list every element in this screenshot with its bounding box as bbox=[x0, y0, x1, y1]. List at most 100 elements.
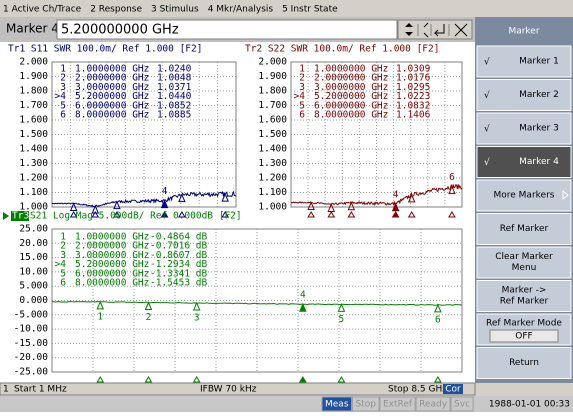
entry-value: 5.200000000 GHz bbox=[61, 23, 179, 38]
y-tick-label: -25.00 bbox=[14, 367, 49, 378]
softkey[interactable] bbox=[476, 45, 572, 78]
y-tick-label: 0.000 bbox=[19, 295, 48, 306]
menu-item[interactable]: 1 Active Ch/Trace bbox=[3, 5, 82, 15]
marker-value: -1.2934 dB bbox=[150, 259, 207, 270]
marker-value: 1.0885 bbox=[157, 110, 191, 121]
marker-num: 5 bbox=[299, 100, 305, 111]
marker-triangle bbox=[113, 200, 121, 210]
marker-freq: 2.0000000 GHz bbox=[75, 241, 149, 252]
softkey[interactable] bbox=[476, 347, 572, 379]
trace-badge-label: Tr3 bbox=[12, 211, 29, 222]
y-tick-label: 1.000 bbox=[19, 202, 48, 213]
indicator-box bbox=[415, 396, 451, 412]
softkey-label: Return bbox=[509, 358, 539, 368]
stimulus-marker bbox=[407, 211, 416, 218]
y-tick-label: 1.100 bbox=[258, 187, 287, 198]
softkey[interactable] bbox=[476, 112, 572, 145]
softkey[interactable] bbox=[476, 179, 572, 212]
marker-triangle bbox=[307, 201, 315, 211]
marker-num: 5 bbox=[60, 268, 66, 279]
status-indicator: Svc bbox=[454, 400, 470, 410]
y-tick-label: -20.00 bbox=[14, 352, 49, 363]
y-tick-label: 1.300 bbox=[19, 158, 48, 169]
y-tick-label: 2.000 bbox=[258, 57, 287, 68]
entry-label: Marker 4 bbox=[6, 22, 59, 36]
marker-num: 3 bbox=[60, 82, 66, 93]
marker-value: -0.4864 dB bbox=[150, 232, 207, 243]
y-tick-label: 1.800 bbox=[258, 86, 287, 97]
marker-num: >4 bbox=[294, 91, 306, 102]
marker-value: 1.0371 bbox=[157, 82, 192, 93]
marker-triangle bbox=[221, 192, 229, 202]
stimulus-marker bbox=[433, 376, 442, 383]
marker-plot-label: 4 bbox=[300, 290, 306, 301]
entry-field[interactable] bbox=[56, 19, 398, 40]
softkey-arrow bbox=[562, 189, 569, 201]
marker-plot-label: 4 bbox=[393, 189, 399, 200]
trace-badge bbox=[11, 211, 29, 221]
status-indicator: ExtRef bbox=[383, 400, 413, 410]
menu-item[interactable]: 4 Mkr/Analysis bbox=[208, 5, 274, 15]
y-tick-label: 1.800 bbox=[19, 86, 48, 97]
marker-num: 5 bbox=[60, 100, 66, 111]
status-bar bbox=[0, 382, 476, 396]
cor-label: Cor bbox=[445, 385, 461, 395]
marker-triangle bbox=[160, 199, 169, 209]
y-tick-label: 1.500 bbox=[19, 129, 48, 140]
ifbw: IFBW 70 kHz bbox=[200, 385, 257, 395]
softkey-label: Marker 4 bbox=[519, 157, 559, 167]
marker-freq: 8.0000000 GHz bbox=[75, 278, 149, 289]
status-indicator: Ready bbox=[419, 400, 448, 410]
cor-box bbox=[443, 384, 463, 394]
marker-triangle bbox=[347, 201, 356, 211]
marker-value: 1.0832 bbox=[396, 100, 430, 111]
softkey-value-box bbox=[489, 329, 559, 343]
marker-freq: 1.0000000 GHz bbox=[314, 64, 388, 75]
active-arrow bbox=[3, 212, 9, 220]
channel-number: 1 bbox=[3, 385, 9, 395]
y-tick-label: 5.000 bbox=[19, 281, 48, 292]
marker-freq: 5.2000000 GHz bbox=[314, 91, 388, 102]
softkey[interactable] bbox=[476, 213, 572, 245]
marker-plot-label: 1 bbox=[97, 311, 103, 322]
marker-plot-label: 5 bbox=[339, 314, 345, 325]
stimulus-marker bbox=[144, 376, 153, 383]
softkey[interactable] bbox=[476, 79, 572, 111]
softkey-label: Clear Marker bbox=[495, 252, 553, 262]
softkey-check: √ bbox=[484, 57, 490, 68]
marker-value: -0.8607 dB bbox=[150, 250, 207, 261]
menu-item[interactable]: 3 Stimulus bbox=[151, 5, 199, 15]
trace-header: Tr2 S22 SWR 100.0m/ Ref 1.000 [F2] bbox=[245, 44, 439, 55]
softkey-label: Marker -> bbox=[502, 286, 547, 296]
softkey[interactable] bbox=[476, 280, 572, 312]
softkey-check: √ bbox=[484, 157, 490, 168]
menu-item[interactable]: 2 Response bbox=[90, 5, 142, 15]
menu-item[interactable]: 5 Instr State bbox=[282, 5, 338, 15]
y-tick-label: 15.00 bbox=[19, 252, 48, 263]
softkey[interactable] bbox=[476, 146, 572, 178]
marker-num: >4 bbox=[55, 259, 67, 270]
y-tick-label: 1.000 bbox=[258, 202, 287, 213]
trace-header: Tr1 S11 SWR 100.0m/ Ref 1.000 [F2] bbox=[8, 44, 202, 55]
marker-num: 3 bbox=[299, 82, 305, 93]
softkey-check: √ bbox=[484, 90, 490, 101]
stimulus-marker bbox=[69, 211, 78, 218]
trace-line bbox=[52, 301, 463, 306]
marker-triangle bbox=[434, 303, 442, 313]
indicator-box bbox=[450, 396, 474, 412]
marker-num: 2 bbox=[60, 73, 66, 84]
marker-num: 2 bbox=[299, 73, 305, 84]
marker-num: 6 bbox=[299, 110, 305, 121]
marker-value: 1.0223 bbox=[396, 91, 430, 102]
marker-value: 1.1406 bbox=[396, 110, 431, 121]
softkey[interactable] bbox=[476, 246, 572, 279]
y-tick-label: 1.400 bbox=[258, 144, 287, 155]
marker-value: 1.0295 bbox=[396, 82, 430, 93]
entry-buttons[interactable] bbox=[397, 19, 473, 40]
y-tick-label: 1.200 bbox=[19, 173, 48, 184]
plot-frame bbox=[51, 61, 237, 208]
softkey-value: OFF bbox=[515, 332, 532, 342]
plot-frame bbox=[290, 61, 463, 208]
softkey-label: Ref Marker bbox=[500, 224, 549, 234]
y-tick-label: 25.00 bbox=[19, 224, 48, 235]
